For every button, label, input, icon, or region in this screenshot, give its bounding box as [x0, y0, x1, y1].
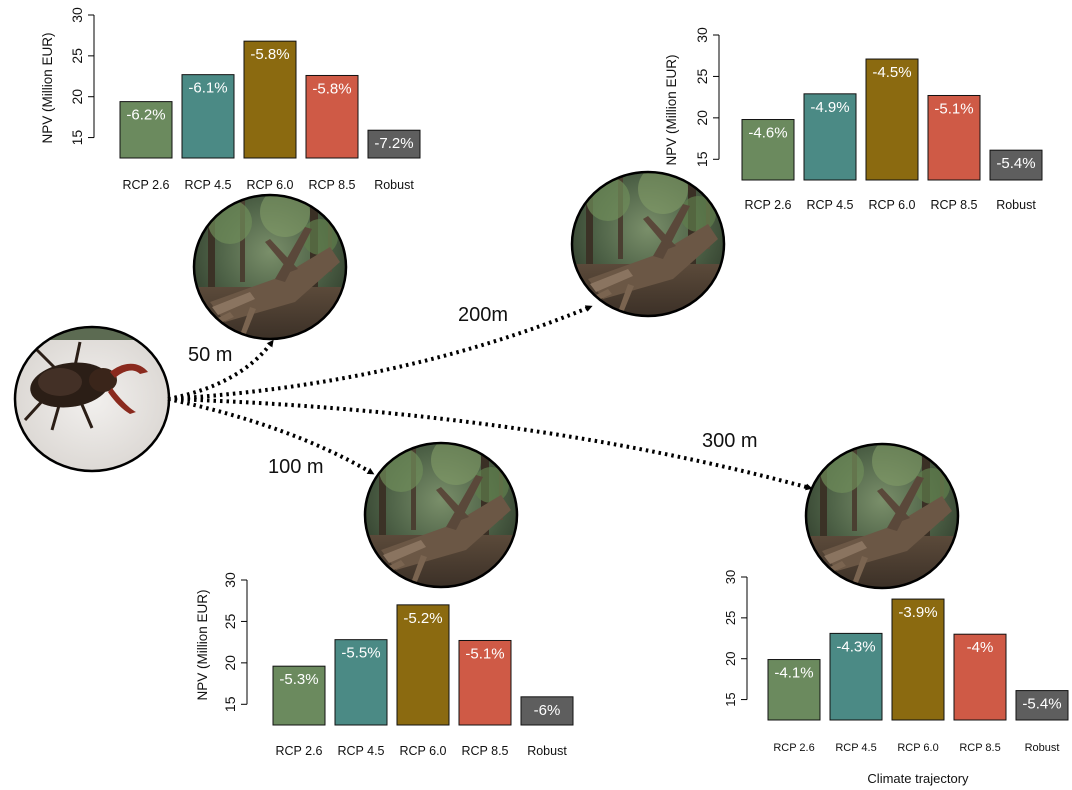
bar-chart-200m: 15 20 25 30 NPV (Million EUR) -4.6% RCP 2.6 -4.… — [664, 27, 1043, 212]
bar-chart-300m: 15 20 25 30 -4.1% RCP 2.6 -4.3% RCP 4.5 -3.9% RCP… — [723, 570, 1069, 786]
category-label: Robust — [374, 178, 414, 192]
bar-value-label: -6% — [534, 702, 561, 719]
category-label: RCP 8.5 — [461, 744, 508, 758]
category-label: Robust — [1025, 742, 1060, 754]
bar-rcp-6-0 — [243, 40, 297, 159]
category-label: RCP 6.0 — [246, 178, 293, 192]
deadwood-photo-100m — [363, 441, 519, 589]
bar-rcp-4-5 — [181, 74, 235, 159]
bar-value-label: -5.1% — [934, 100, 973, 117]
category-label: RCP 4.5 — [806, 198, 853, 212]
dispersal-arrows — [167, 305, 813, 491]
category-label: RCP 8.5 — [959, 742, 1000, 754]
beetle-photo — [13, 325, 171, 473]
category-label: RCP 6.0 — [897, 742, 938, 754]
y-tick-label: 20 — [723, 651, 738, 665]
bar-value-label: -4.3% — [836, 638, 875, 655]
bar-value-label: -5.3% — [279, 671, 318, 688]
y-axis-label: NPV (Million EUR) — [40, 32, 55, 143]
category-label: RCP 2.6 — [275, 744, 322, 758]
bar-rcp-2-6 — [767, 659, 821, 721]
bar-value-label: -5.8% — [312, 80, 351, 97]
bar-value-label: -5.5% — [341, 645, 380, 662]
bar-rcp-4-5 — [803, 93, 857, 181]
deadwood-photo-300m — [804, 442, 960, 590]
y-axis-label: NPV (Million EUR) — [664, 54, 679, 165]
arrow-200m — [167, 305, 593, 401]
bar-robust — [989, 149, 1043, 181]
y-tick-label: 25 — [222, 613, 238, 629]
bar-value-label: -4% — [967, 639, 994, 656]
category-label: RCP 2.6 — [744, 198, 791, 212]
bar-value-label: -5.4% — [1022, 696, 1061, 713]
distance-label-300m: 300 m — [702, 430, 758, 452]
bar-rcp-2-6 — [119, 101, 173, 159]
category-label: Robust — [527, 744, 567, 758]
distance-label-50m: 50 m — [188, 344, 232, 366]
y-tick-label: 30 — [723, 570, 738, 584]
bar-rcp-8-5 — [927, 94, 981, 181]
bar-chart-50m: 15 20 25 30 NPV (Million EUR) -6.2% RCP 2.6 -6.… — [40, 7, 421, 192]
y-tick-label: 25 — [69, 48, 85, 64]
y-tick-label: 20 — [694, 110, 710, 126]
y-tick-label: 25 — [723, 611, 738, 625]
bar-value-label: -5.2% — [403, 610, 442, 627]
deadwood-photo-50m — [192, 193, 348, 341]
category-label: Robust — [996, 198, 1036, 212]
bar-rcp-6-0 — [891, 598, 945, 721]
bar-chart-100m: 15 20 25 30 NPV (Million EUR) -5.3% RCP 2.6 -5.… — [195, 572, 574, 758]
y-tick-label: 20 — [222, 655, 238, 671]
y-tick-label: 30 — [69, 7, 85, 23]
bar-rcp-4-5 — [829, 632, 883, 721]
bar-value-label: -5.8% — [250, 46, 289, 63]
bar-robust — [1015, 690, 1069, 721]
y-tick-label: 20 — [69, 89, 85, 105]
deadwood-photo-200m — [570, 170, 726, 318]
bar-rcp-8-5 — [953, 633, 1007, 721]
y-tick-label: 15 — [694, 151, 710, 167]
bar-rcp-8-5 — [458, 639, 512, 726]
y-tick-label: 15 — [222, 696, 238, 712]
y-tick-label: 30 — [694, 27, 710, 43]
bar-value-label: -3.9% — [898, 604, 937, 621]
category-label: RCP 4.5 — [184, 178, 231, 192]
category-label: RCP 6.0 — [868, 198, 915, 212]
bar-robust — [520, 696, 574, 726]
category-label: RCP 6.0 — [399, 744, 446, 758]
bar-rcp-6-0 — [396, 604, 450, 726]
category-label: RCP 8.5 — [308, 178, 355, 192]
category-label: RCP 2.6 — [122, 178, 169, 192]
bar-value-label: -5.1% — [465, 645, 504, 662]
bar-value-label: -4.9% — [810, 99, 849, 116]
bar-rcp-2-6 — [741, 119, 795, 181]
y-tick-label: 25 — [694, 68, 710, 84]
bar-value-label: -6.2% — [126, 107, 165, 124]
y-axis-label: NPV (Million EUR) — [195, 589, 210, 700]
bar-value-label: -4.5% — [872, 64, 911, 81]
category-label: RCP 2.6 — [773, 742, 814, 754]
bar-value-label: -7.2% — [374, 135, 413, 152]
bar-rcp-4-5 — [334, 639, 388, 726]
category-label: RCP 4.5 — [835, 742, 876, 754]
arrow-50m — [167, 339, 274, 401]
y-tick-label: 15 — [723, 692, 738, 706]
x-axis-label: Climate trajectory — [867, 771, 969, 786]
bar-rcp-6-0 — [865, 58, 919, 181]
y-tick-label: 15 — [69, 130, 85, 146]
category-label: RCP 4.5 — [337, 744, 384, 758]
y-tick-label: 30 — [222, 572, 238, 588]
arrow-300m — [167, 397, 813, 491]
bar-robust — [367, 129, 421, 159]
category-label: RCP 8.5 — [930, 198, 977, 212]
bar-rcp-8-5 — [305, 74, 359, 159]
bar-value-label: -5.4% — [996, 155, 1035, 172]
bar-value-label: -4.1% — [774, 665, 813, 682]
bar-value-label: -4.6% — [748, 125, 787, 142]
bar-value-label: -6.1% — [188, 80, 227, 97]
bar-rcp-2-6 — [272, 665, 326, 726]
distance-label-100m: 100 m — [268, 456, 324, 478]
distance-label-200m: 200m — [458, 304, 508, 326]
